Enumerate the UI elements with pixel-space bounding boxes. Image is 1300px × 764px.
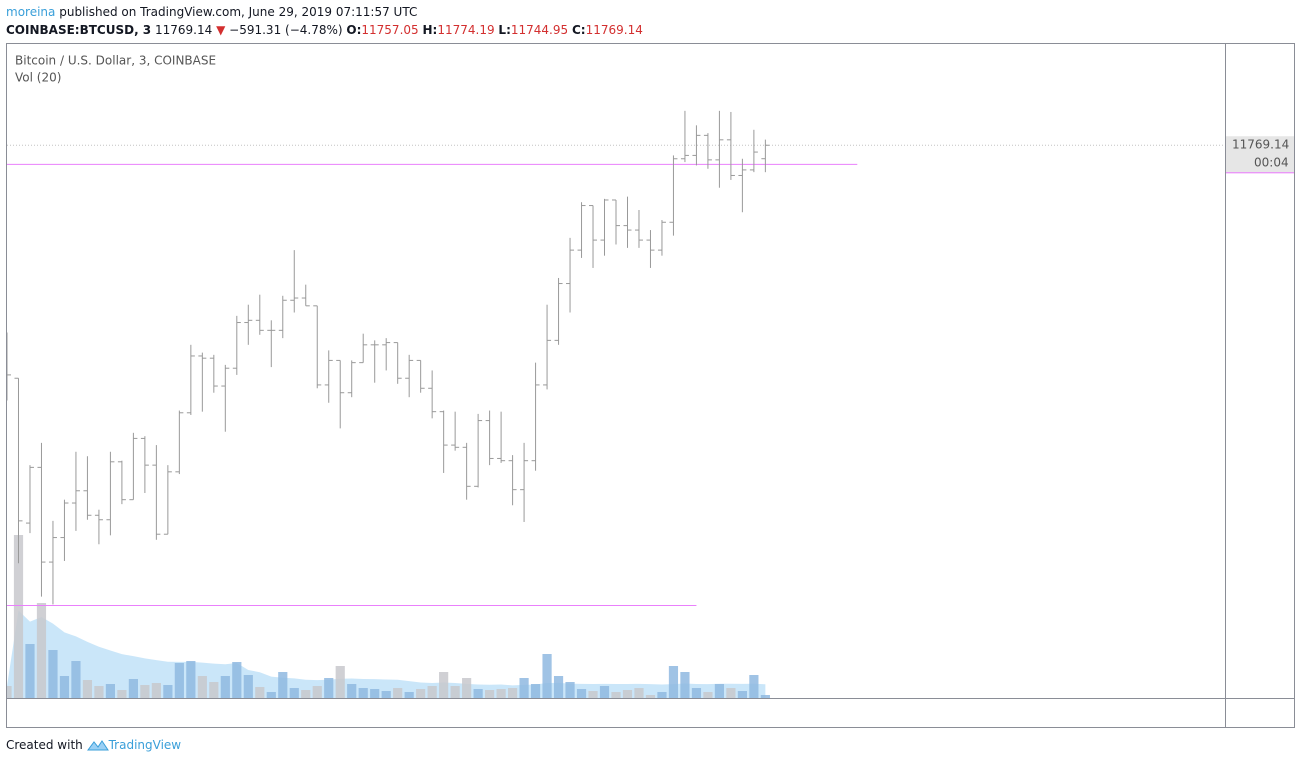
- volume-bar: [404, 692, 414, 698]
- volume-bar: [726, 688, 736, 698]
- volume-bar: [668, 666, 679, 698]
- volume-bar: [151, 683, 161, 698]
- volume-bar: [760, 695, 770, 698]
- volume-bar: [301, 690, 311, 698]
- volume-bar: [82, 680, 93, 698]
- close-value: 11769.14: [585, 23, 643, 37]
- volume-bar: [117, 690, 127, 698]
- high-value: 11774.19: [437, 23, 495, 37]
- volume-bar: [278, 672, 288, 698]
- volume-bar: [542, 654, 552, 698]
- volume-bar: [622, 690, 633, 698]
- countdown: 00:04: [1254, 156, 1289, 170]
- volume-bar: [94, 686, 104, 698]
- volume-bar: [507, 688, 518, 698]
- volume-bar: [25, 644, 35, 698]
- volume-bar: [324, 678, 334, 698]
- volume-bar: [427, 686, 437, 698]
- volume-bar: [335, 666, 345, 698]
- volume-bar: [393, 688, 403, 698]
- volume-bar: [645, 695, 656, 698]
- volume-bar: [232, 662, 242, 698]
- volume-bar: [312, 686, 322, 698]
- volume-bar: [530, 684, 541, 698]
- volume-bar: [496, 689, 506, 698]
- volume-bar: [714, 684, 725, 698]
- volume-bar: [7, 686, 12, 698]
- volume-bar: [749, 675, 759, 698]
- volume-bar: [71, 661, 81, 698]
- volume-bar: [105, 684, 116, 698]
- volume-bar: [611, 692, 621, 698]
- volume-bar: [439, 672, 449, 698]
- volume-bar: [243, 675, 253, 698]
- volume-bar: [703, 692, 713, 698]
- volume-bar: [416, 689, 426, 698]
- created-with: Created with: [6, 738, 83, 752]
- author[interactable]: moreina: [6, 5, 56, 19]
- volume-bar: [59, 676, 70, 698]
- volume-bar: [462, 678, 472, 698]
- volume-bar: [381, 691, 391, 698]
- volume-bar: [588, 691, 598, 698]
- volume-bar: [599, 686, 610, 698]
- brand[interactable]: TradingView: [108, 738, 182, 752]
- chart-title: Bitcoin / U.S. Dollar, 3, COINBASE: [15, 54, 216, 68]
- volume-bar: [48, 650, 58, 698]
- down-arrow: ▼: [216, 23, 226, 37]
- published: published on TradingView.com, June 29, 2…: [59, 5, 418, 19]
- quote-line: COINBASE:BTCUSD, 3 11769.14 ▼ −591.31 (−…: [6, 23, 643, 37]
- volume-bar: [473, 689, 483, 698]
- volume-bar: [576, 689, 587, 698]
- open-label: O:: [346, 23, 362, 37]
- volume-bar: [347, 684, 357, 698]
- chart-frame: [6, 43, 1295, 728]
- volume-bar: [266, 692, 276, 698]
- close-label: C:: [571, 23, 586, 37]
- volume-bar: [186, 661, 196, 698]
- volume-bar: [680, 672, 690, 698]
- volume-title: Vol (20): [15, 71, 61, 85]
- volume-bar: [450, 686, 460, 698]
- volume-bar: [565, 682, 575, 698]
- volume-bar: [553, 676, 564, 698]
- axes: 11769.14 00:04: [1226, 136, 1294, 174]
- publish-line: moreina published on TradingView.com, Ju…: [6, 5, 417, 19]
- volume-bar: [13, 535, 24, 698]
- price-pane: [7, 110, 1225, 607]
- volume-bar: [358, 688, 368, 698]
- volume-bar: [36, 603, 47, 698]
- last-price-label: 11769.14: [1232, 138, 1289, 152]
- volume-bar: [220, 676, 230, 698]
- volume-bar: [163, 685, 173, 698]
- volume-bar: [634, 688, 644, 698]
- volume-bar: [197, 676, 207, 698]
- volume-bar: [485, 690, 495, 698]
- volume-pane: [7, 535, 770, 698]
- volume-bar: [691, 688, 702, 698]
- volume-ma-area: [7, 610, 766, 698]
- footer: Created with TradingView: [6, 738, 181, 752]
- tv-logo: [86, 740, 109, 751]
- volume-bar: [519, 678, 529, 698]
- volume-bar: [737, 691, 747, 698]
- volume-bar: [209, 682, 219, 698]
- last-price: 11769.14: [155, 23, 213, 37]
- symbol: COINBASE:BTCUSD, 3: [6, 23, 152, 37]
- volume-bar: [140, 685, 150, 698]
- volume-bar: [255, 687, 265, 698]
- high-label: H:: [422, 23, 438, 37]
- volume-bar: [174, 663, 184, 698]
- volume-bar: [289, 688, 299, 698]
- low-label: L:: [498, 23, 511, 37]
- volume-bar: [657, 692, 667, 698]
- volume-bar: [370, 689, 380, 698]
- low-value: 11744.95: [510, 23, 569, 37]
- volume-bar: [128, 679, 138, 698]
- last-price-box: [1226, 136, 1294, 173]
- open-value: 11757.05: [361, 23, 419, 37]
- change: −591.31 (−4.78%): [229, 23, 343, 37]
